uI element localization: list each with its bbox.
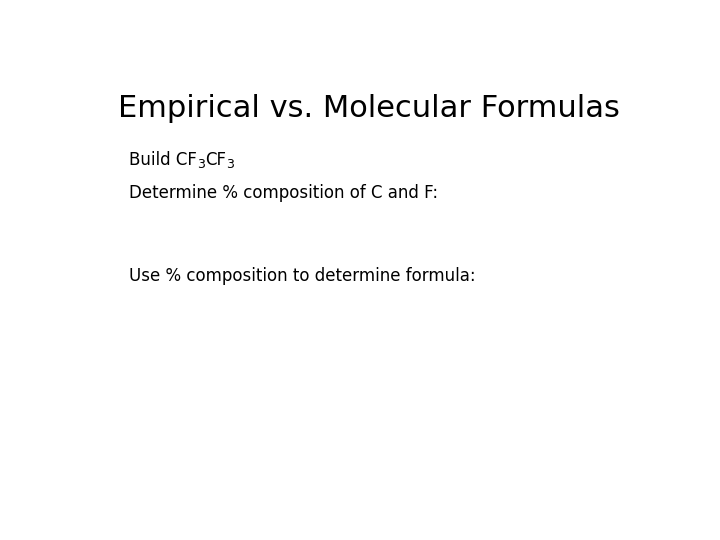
Text: 3: 3 [226,158,234,171]
Text: Determine % composition of C and F:: Determine % composition of C and F: [129,184,438,202]
Text: Build CF: Build CF [129,151,197,168]
Text: CF: CF [204,151,226,168]
Text: Empirical vs. Molecular Formulas: Empirical vs. Molecular Formulas [118,94,620,123]
Text: 3: 3 [197,158,204,171]
Text: Use % composition to determine formula:: Use % composition to determine formula: [129,267,476,285]
